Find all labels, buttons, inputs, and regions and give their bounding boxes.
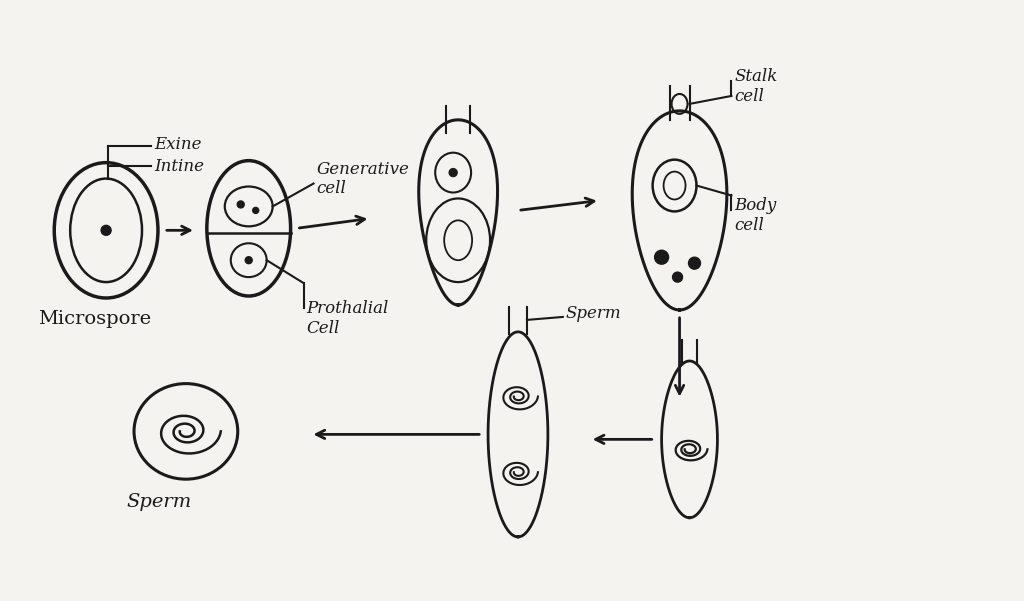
Text: Exine: Exine	[154, 136, 202, 153]
Circle shape	[238, 201, 245, 208]
Circle shape	[101, 225, 111, 236]
Circle shape	[253, 207, 259, 213]
Text: Sperm: Sperm	[566, 305, 622, 322]
Text: Sperm: Sperm	[126, 493, 191, 511]
Text: Generative
cell: Generative cell	[316, 160, 410, 197]
Circle shape	[688, 257, 700, 269]
Text: Intine: Intine	[154, 157, 204, 175]
Circle shape	[673, 272, 683, 282]
Text: Stalk
cell: Stalk cell	[734, 68, 778, 105]
Text: Body
cell: Body cell	[734, 198, 776, 234]
Text: Microspore: Microspore	[38, 310, 152, 328]
Circle shape	[450, 169, 457, 177]
Circle shape	[245, 257, 252, 264]
Text: Prothalial
Cell: Prothalial Cell	[306, 300, 389, 337]
Circle shape	[654, 250, 669, 264]
